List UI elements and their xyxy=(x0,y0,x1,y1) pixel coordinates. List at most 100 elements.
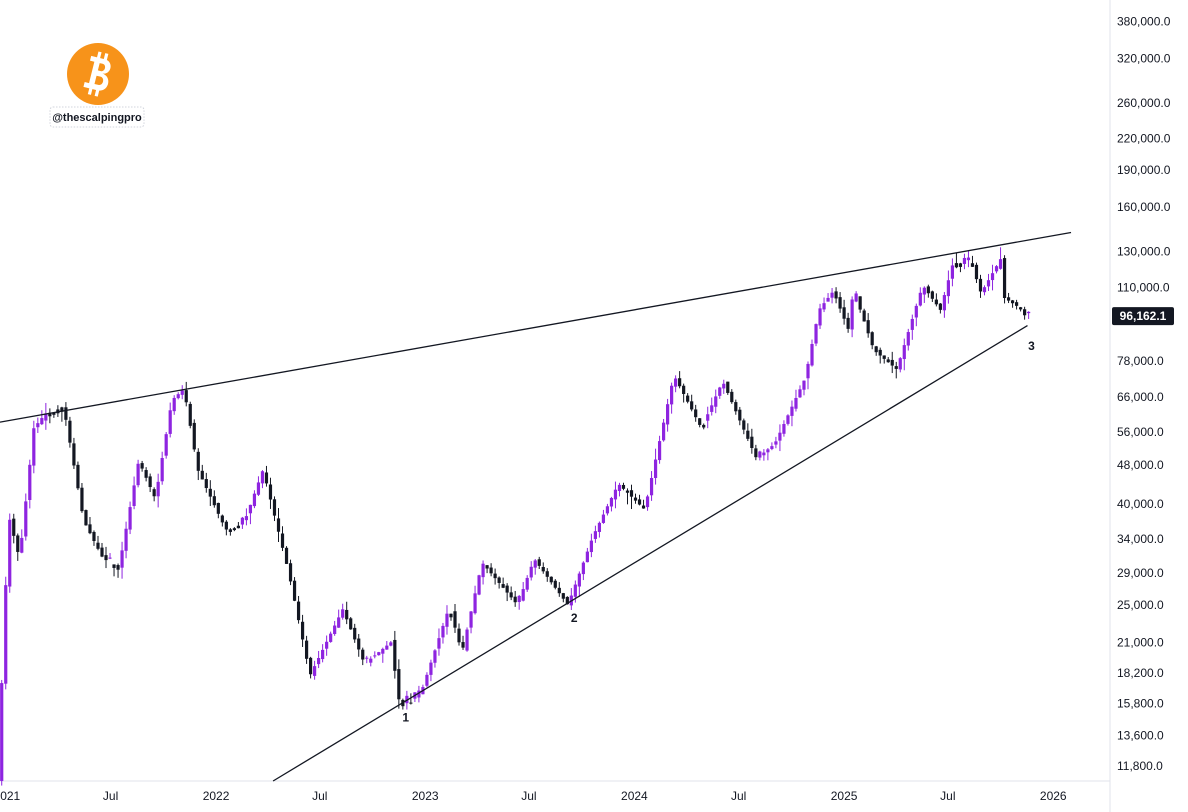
candle xyxy=(413,692,417,703)
candle-body xyxy=(140,463,144,469)
x-tick-label: Jul xyxy=(731,789,746,803)
candle xyxy=(842,299,846,325)
candle-body xyxy=(942,295,946,311)
candle xyxy=(682,383,686,403)
candle-body xyxy=(260,471,265,484)
candle-body xyxy=(108,557,112,559)
candle xyxy=(481,560,485,585)
candle xyxy=(698,418,702,428)
x-tick-label: Jul xyxy=(521,789,536,803)
y-tick-label: 15,800.0 xyxy=(1117,696,1164,710)
candle-body xyxy=(678,378,682,387)
candle xyxy=(349,616,353,630)
candle-body xyxy=(517,595,521,603)
candle-body xyxy=(830,292,834,298)
candle xyxy=(365,655,369,664)
lower-support-line[interactable] xyxy=(272,325,1028,782)
candle-body xyxy=(986,280,991,287)
upper-resistance-line[interactable] xyxy=(0,231,1072,423)
x-tick-label: Jul xyxy=(103,789,118,803)
candle xyxy=(746,423,750,442)
candle xyxy=(782,420,786,437)
candle-body xyxy=(212,496,216,506)
y-tick-label: 260,000.0 xyxy=(1117,96,1171,110)
candle xyxy=(541,562,545,574)
candle-body xyxy=(445,613,449,627)
candle-body xyxy=(714,396,718,407)
x-tick-label: Jul xyxy=(312,789,327,803)
candle xyxy=(176,392,180,400)
candle-body xyxy=(409,702,413,704)
candle-body xyxy=(910,318,914,330)
candle-body xyxy=(377,652,381,656)
candle xyxy=(898,357,902,373)
candle xyxy=(802,380,806,396)
candle xyxy=(497,576,501,589)
candle-body xyxy=(16,535,20,552)
candle xyxy=(184,381,188,407)
candle-body xyxy=(433,650,437,663)
candle xyxy=(329,631,333,643)
candle xyxy=(810,339,814,367)
candle-body xyxy=(313,666,317,676)
candle xyxy=(116,563,120,578)
time-axis[interactable]: 2021 Jul 2022 Jul 2023 Jul 2024 Jul 2025 Jul 2026 xyxy=(0,789,1067,803)
candle xyxy=(152,487,156,502)
candle xyxy=(120,541,124,579)
candle-body xyxy=(958,263,963,267)
candle-body xyxy=(854,293,858,302)
candle-body xyxy=(457,628,461,643)
candle-body xyxy=(846,317,850,329)
candle-body xyxy=(982,287,987,293)
candle xyxy=(48,408,52,424)
candle-body xyxy=(738,409,742,421)
candle-body xyxy=(1019,307,1023,310)
candle xyxy=(621,482,626,491)
trendline-group[interactable] xyxy=(0,231,1072,782)
candle xyxy=(236,522,240,529)
candle xyxy=(192,419,196,452)
candle xyxy=(136,459,140,488)
candle-body xyxy=(746,430,750,439)
candlestick-series xyxy=(0,247,1031,786)
candle xyxy=(774,436,778,449)
candle-body xyxy=(248,504,253,514)
candle xyxy=(100,542,104,558)
candle xyxy=(666,398,670,432)
candle-body xyxy=(617,484,622,492)
candle xyxy=(513,590,517,607)
x-tick-label: 2026 xyxy=(1040,789,1067,803)
candle xyxy=(369,656,373,667)
y-tick-label: 21,000.0 xyxy=(1117,635,1164,649)
candle-body xyxy=(734,402,738,412)
candle xyxy=(742,418,746,435)
candle-body xyxy=(505,585,509,593)
candle-body xyxy=(124,528,128,551)
candle xyxy=(473,585,477,615)
candle-body xyxy=(593,531,598,539)
candle-body xyxy=(930,291,934,299)
candle-body xyxy=(509,592,513,598)
candle-body xyxy=(822,303,826,310)
candle xyxy=(8,513,12,593)
candle-body xyxy=(513,596,517,603)
last-price-tag-bg xyxy=(1112,307,1174,326)
candle-body xyxy=(850,299,854,330)
candle-body xyxy=(365,657,369,659)
candle xyxy=(846,312,850,333)
candle xyxy=(84,509,88,526)
candle xyxy=(425,672,429,688)
candle-body xyxy=(886,359,890,363)
candle-body xyxy=(706,414,710,421)
candle-body xyxy=(661,422,666,441)
candle xyxy=(690,394,694,412)
price-axis[interactable]: 11,800.0 13,600.0 15,800.0 18,200.0 21,000.0… xyxy=(1117,14,1171,772)
candle-body xyxy=(136,463,140,486)
candle-body xyxy=(493,573,497,579)
candle-body xyxy=(12,518,16,536)
candle-body xyxy=(288,563,293,582)
candle xyxy=(557,582,561,597)
candle xyxy=(124,521,128,559)
